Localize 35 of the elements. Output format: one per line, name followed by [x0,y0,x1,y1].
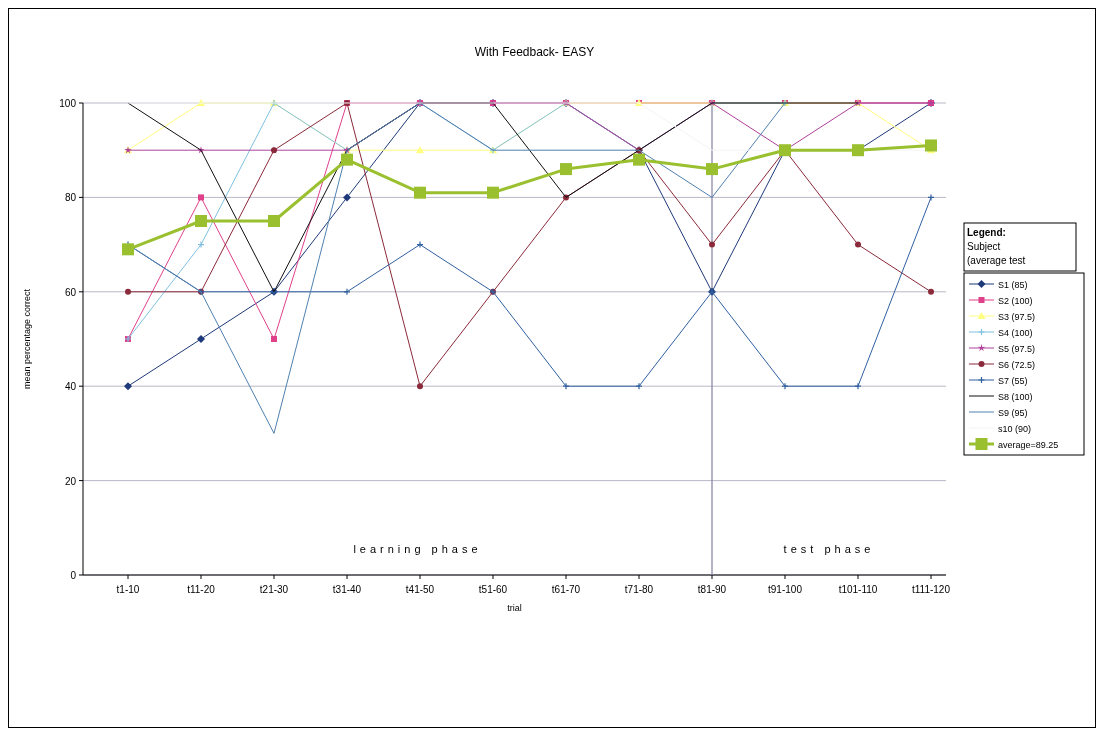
legend-label: S8 (100) [998,391,1033,402]
legend-label: S7 (55) [998,375,1028,386]
x-tick-label: t31-40 [332,584,362,595]
x-tick-label: t51-60 [478,584,508,595]
x-tick-label: t61-70 [551,584,581,595]
x-tick-label: t111-120 [912,584,951,595]
y-tick-label: 60 [64,286,77,298]
y-axis-title: mean percentage correct [22,288,32,390]
legend-label: S4 (100) [998,327,1033,338]
legend-label: average=89.25 [998,439,1059,450]
annotation: test phase [783,543,875,555]
x-axis-title: trial [507,603,522,613]
legend-label: S2 (100) [998,295,1033,306]
y-tick-label: 40 [64,381,77,393]
legend-label: S6 (72.5) [998,359,1036,370]
legend-title: Legend: Subject (average test [967,227,1026,266]
x-tick-label: t21-30 [259,584,289,595]
x-tick-label: t41-50 [405,584,435,595]
x-tick-label: t71-80 [624,584,654,595]
y-tick-label: 0 [70,570,77,581]
chart-title: With Feedback- EASY [474,45,595,59]
y-tick-label: 100 [59,98,77,109]
legend-label: s10 (90) [998,423,1032,434]
legend-label: S1 (85) [998,279,1028,290]
annotation: learning phase [353,543,482,555]
y-tick-label: 80 [64,192,77,204]
legend-label: S3 (97.5) [998,311,1036,322]
x-tick-label: t91-100 [768,584,803,595]
x-tick-label: t81-90 [697,584,727,595]
legend-label: S9 (95) [998,407,1028,418]
x-tick-label: t11-20 [187,584,216,595]
x-tick-label: t101-110 [838,584,878,595]
x-tick-label: t1-10 [116,584,140,595]
legend-label: S5 (97.5) [998,343,1036,354]
y-tick-label: 20 [64,475,77,487]
